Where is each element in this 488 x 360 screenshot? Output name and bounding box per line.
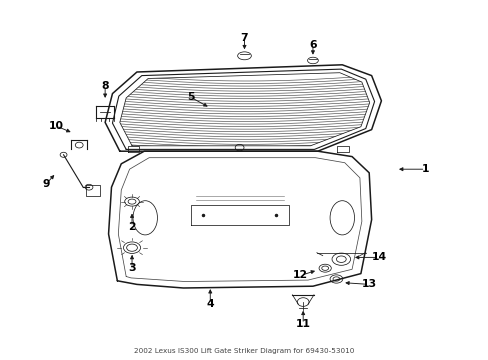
Text: 3: 3 [128,263,136,273]
Text: 6: 6 [308,40,316,50]
Text: 1: 1 [421,164,428,174]
Text: 2002 Lexus IS300 Lift Gate Striker Diagram for 69430-53010: 2002 Lexus IS300 Lift Gate Striker Diagr… [134,348,354,354]
Text: 14: 14 [371,252,386,262]
Text: 11: 11 [295,319,310,329]
Text: 9: 9 [42,179,50,189]
Text: 5: 5 [186,92,194,102]
Text: 8: 8 [101,81,109,91]
Text: 13: 13 [361,279,376,289]
Text: 4: 4 [206,299,214,309]
Text: 10: 10 [49,121,63,131]
Text: 7: 7 [240,33,248,43]
Text: 12: 12 [293,270,307,280]
Text: 2: 2 [128,222,136,232]
